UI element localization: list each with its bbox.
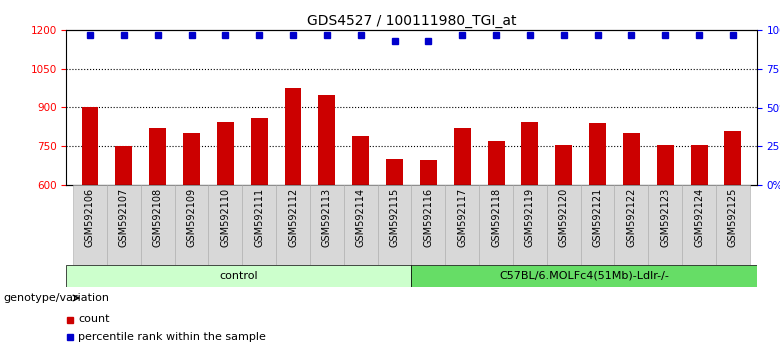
Text: GSM592123: GSM592123 <box>660 187 670 247</box>
Bar <box>115 146 133 185</box>
Bar <box>690 145 707 185</box>
Bar <box>183 133 200 185</box>
Bar <box>454 128 470 185</box>
FancyBboxPatch shape <box>310 185 344 265</box>
Bar <box>412 265 757 287</box>
Text: GSM592109: GSM592109 <box>186 187 197 246</box>
FancyBboxPatch shape <box>73 185 107 265</box>
Bar <box>623 133 640 185</box>
Bar <box>82 108 98 185</box>
Bar <box>318 95 335 185</box>
FancyBboxPatch shape <box>276 185 310 265</box>
FancyBboxPatch shape <box>378 185 412 265</box>
Text: GSM592119: GSM592119 <box>525 187 535 246</box>
Text: GSM592118: GSM592118 <box>491 187 501 246</box>
Text: GSM592116: GSM592116 <box>424 187 434 246</box>
Text: GSM592111: GSM592111 <box>254 187 264 246</box>
Text: GSM592106: GSM592106 <box>85 187 95 246</box>
Text: GSM592122: GSM592122 <box>626 187 636 247</box>
Bar <box>521 122 538 185</box>
Bar <box>589 123 606 185</box>
Bar <box>420 160 437 185</box>
FancyBboxPatch shape <box>648 185 682 265</box>
Bar <box>217 122 234 185</box>
FancyBboxPatch shape <box>615 185 648 265</box>
Text: GSM592117: GSM592117 <box>457 187 467 247</box>
FancyBboxPatch shape <box>716 185 750 265</box>
Bar <box>66 265 412 287</box>
Bar <box>285 88 302 185</box>
Bar <box>353 136 369 185</box>
Text: C57BL/6.MOLFc4(51Mb)-Ldlr-/-: C57BL/6.MOLFc4(51Mb)-Ldlr-/- <box>499 271 669 281</box>
FancyBboxPatch shape <box>243 185 276 265</box>
Text: GSM592125: GSM592125 <box>728 187 738 247</box>
FancyBboxPatch shape <box>479 185 513 265</box>
Text: GSM592120: GSM592120 <box>558 187 569 247</box>
FancyBboxPatch shape <box>107 185 140 265</box>
Text: GSM592108: GSM592108 <box>153 187 163 246</box>
Text: count: count <box>78 314 109 325</box>
FancyBboxPatch shape <box>580 185 615 265</box>
Text: percentile rank within the sample: percentile rank within the sample <box>78 332 266 342</box>
Text: GSM592121: GSM592121 <box>593 187 603 247</box>
FancyBboxPatch shape <box>445 185 479 265</box>
Text: genotype/variation: genotype/variation <box>3 293 109 303</box>
FancyBboxPatch shape <box>547 185 580 265</box>
Bar <box>250 118 268 185</box>
Bar <box>657 145 674 185</box>
Bar <box>149 128 166 185</box>
FancyBboxPatch shape <box>140 185 175 265</box>
FancyBboxPatch shape <box>175 185 208 265</box>
FancyBboxPatch shape <box>412 185 445 265</box>
Text: GSM592115: GSM592115 <box>389 187 399 247</box>
Title: GDS4527 / 100111980_TGI_at: GDS4527 / 100111980_TGI_at <box>307 13 516 28</box>
Text: control: control <box>219 271 258 281</box>
Bar <box>386 159 403 185</box>
FancyBboxPatch shape <box>208 185 243 265</box>
FancyBboxPatch shape <box>344 185 378 265</box>
Text: GSM592114: GSM592114 <box>356 187 366 246</box>
Text: GSM592113: GSM592113 <box>322 187 332 246</box>
Text: GSM592124: GSM592124 <box>694 187 704 247</box>
Bar <box>488 141 505 185</box>
Text: GSM592107: GSM592107 <box>119 187 129 247</box>
Text: GSM592110: GSM592110 <box>220 187 230 246</box>
Text: GSM592112: GSM592112 <box>288 187 298 247</box>
FancyBboxPatch shape <box>513 185 547 265</box>
Bar <box>555 145 573 185</box>
Bar <box>725 131 741 185</box>
FancyBboxPatch shape <box>682 185 716 265</box>
